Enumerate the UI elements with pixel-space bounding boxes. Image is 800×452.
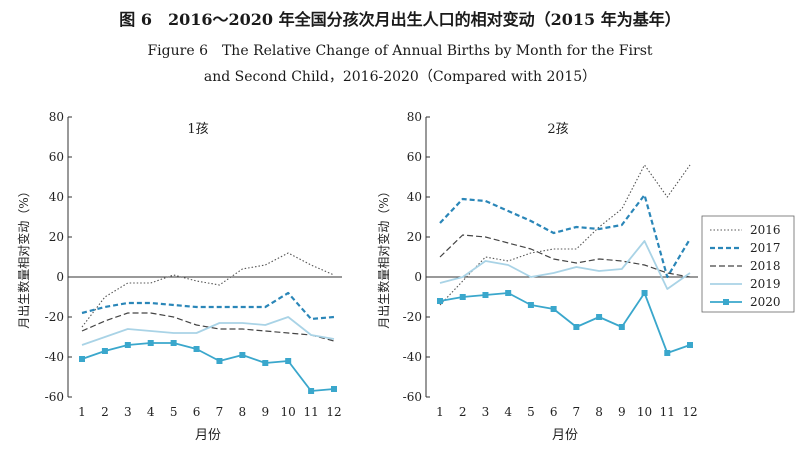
x-tick-label: 4 [147, 405, 155, 419]
series-line-2016 [81, 252, 335, 328]
series-point-2020 [147, 340, 154, 346]
series-point-2020 [170, 340, 177, 346]
panel-title: 1孩 [187, 122, 208, 137]
figure-title-en-line1: Figure 6 The Relative Change of Annual B… [147, 43, 653, 59]
y-tick-label: -40 [45, 350, 64, 364]
y-tick-label: 60 [49, 150, 64, 164]
series-point-2020 [664, 350, 671, 356]
x-tick-label: 6 [550, 405, 558, 419]
x-tick-label: 9 [618, 405, 626, 419]
legend-label-2018: 2018 [750, 259, 781, 273]
series-line-2019 [439, 240, 691, 290]
series-point-2020 [641, 290, 648, 296]
x-tick-label: 11 [303, 405, 318, 419]
x-tick-label: 3 [124, 405, 132, 419]
series-point-2020 [262, 360, 269, 366]
series-line-2020 [81, 342, 335, 392]
series-point-2020 [79, 356, 85, 362]
legend: 2016 2017 2018 2019 2020 [701, 215, 795, 313]
y-tick-label: 60 [407, 150, 422, 164]
figure-title-zh: 图 6 2016～2020 年全国分孩次月出生人口的相对变动（2015 年为基年… [119, 10, 681, 29]
x-tick-label: 1 [436, 405, 444, 419]
x-tick-label: 9 [261, 405, 269, 419]
x-tick-label: 10 [637, 405, 652, 419]
series-point-2020 [687, 342, 693, 348]
series-line-2016 [439, 164, 691, 306]
series-line-2019 [81, 316, 335, 346]
y-axis-label: 月出生数量相对变动（%） [16, 185, 31, 328]
series-point-2020 [331, 386, 337, 392]
series-line-2017 [439, 193, 691, 279]
y-tick-label: -60 [403, 390, 422, 404]
series-point-2020 [216, 358, 223, 364]
x-tick-label: 10 [281, 405, 296, 419]
series-point-2020 [308, 388, 315, 394]
x-tick-label: 4 [504, 405, 512, 419]
x-tick-label: 8 [595, 405, 603, 419]
x-tick-label: 2 [101, 405, 109, 419]
series-point-2020 [573, 324, 580, 330]
series-point-2020 [527, 302, 534, 308]
y-tick-label: 20 [407, 230, 422, 244]
x-tick-label: 5 [170, 405, 178, 419]
x-tick-label: 12 [326, 405, 341, 419]
x-tick-label: 3 [482, 405, 490, 419]
x-tick-label: 2 [459, 405, 467, 419]
y-tick-label: 80 [49, 110, 64, 124]
series-point-2020 [482, 292, 489, 298]
y-tick-label: -40 [403, 350, 422, 364]
series-point-2020 [101, 348, 108, 354]
series-point-2020 [124, 342, 131, 348]
series-point-2020 [618, 324, 625, 330]
series-line-2018 [439, 234, 691, 278]
y-tick-label: 0 [56, 270, 64, 284]
figure-title-en-line2: and Second Child，2016-2020（Compared with… [203, 69, 597, 85]
x-tick-label: 1 [78, 405, 86, 419]
x-tick-label: 12 [682, 405, 697, 419]
x-tick-label: 7 [216, 405, 224, 419]
legend-label-2019: 2019 [750, 277, 781, 291]
x-tick-label: 6 [193, 405, 201, 419]
y-axis-label: 月出生数量相对变动（%） [376, 185, 391, 328]
y-tick-label: 40 [49, 190, 64, 204]
legend-box [701, 215, 795, 313]
series-point-2020 [239, 352, 246, 358]
x-axis-label: 月份 [195, 428, 221, 443]
y-tick-label: -20 [45, 310, 64, 324]
y-tick-label: -60 [45, 390, 64, 404]
series-point-2020 [459, 294, 466, 300]
x-tick-label: 5 [527, 405, 535, 419]
y-tick-label: 80 [407, 110, 422, 124]
series-point-2020 [285, 358, 292, 364]
legend-marker-2020 [723, 299, 729, 305]
series-line-2017 [81, 291, 335, 321]
series-point-2020 [550, 306, 557, 312]
x-tick-label: 7 [573, 405, 581, 419]
x-axis-label: 月份 [552, 428, 578, 443]
panel-title: 2孩 [547, 122, 568, 137]
series-point-2020 [596, 314, 603, 320]
series-point-2020 [505, 290, 512, 296]
y-tick-label: -20 [403, 310, 422, 324]
series-point-2020 [193, 346, 200, 352]
x-tick-label: 8 [239, 405, 247, 419]
y-tick-label: 0 [414, 270, 422, 284]
y-tick-label: 20 [49, 230, 64, 244]
legend-label-2016: 2016 [750, 223, 781, 237]
series-line-2020 [439, 292, 691, 354]
y-tick-label: 40 [407, 190, 422, 204]
x-tick-label: 11 [660, 405, 675, 419]
legend-label-2017: 2017 [750, 241, 781, 255]
legend-label-2020: 2020 [750, 295, 781, 309]
series-line-2018 [81, 312, 335, 342]
series-point-2020 [437, 298, 443, 304]
